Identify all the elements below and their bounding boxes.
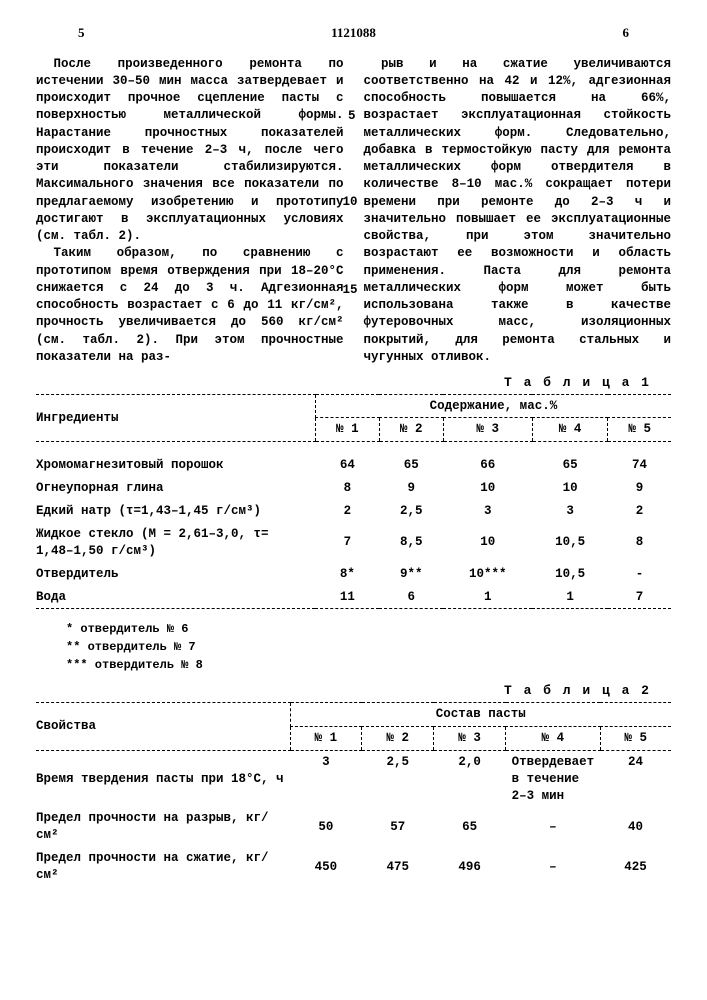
t1-hdr-ingredients: Ингредиенты [36,394,315,442]
t1-col-4: № 4 [532,418,608,442]
t1-col-2: № 2 [379,418,443,442]
table-row: Хромомагнезитовый порошок 64 65 66 65 74 [36,454,671,477]
line-num-5: 5 [348,108,356,125]
left-col-para-2: Таким образом, по сравнению с прототипом… [36,245,344,366]
t2-col-4: № 4 [506,726,601,750]
page-num-left: 5 [78,24,85,42]
t1-hdr-content: Содержание, мас.% [315,394,671,418]
t2-col-2: № 2 [362,726,434,750]
right-col-para-1: рыв и на сжатие увеличиваются соответств… [364,56,672,367]
table2-caption: Т а б л и ц а 2 [36,682,651,700]
t1-col-5: № 5 [608,418,671,442]
table-1: Ингредиенты Содержание, мас.% № 1 № 2 № … [36,394,671,611]
table-row: Предел прочности на разрыв, кг/см² 50 57… [36,807,671,847]
t2-col-3: № 3 [434,726,506,750]
line-num-10: 10 [342,194,357,211]
page-num-right: 6 [623,24,630,42]
table-row: Жидкое стекло (M = 2,61–3,0, τ= 1,48–1,5… [36,523,671,563]
table1-caption: Т а б л и ц а 1 [36,374,651,392]
footnote-1: * отвердитель № 6 [66,620,671,638]
document-id: 1121088 [331,24,376,42]
table-row: Отвердитель 8* 9** 10*** 10,5 - [36,563,671,586]
footnote-2: ** отвердитель № 7 [66,638,671,656]
table-row: Огнеупорная глина 8 9 10 10 9 [36,477,671,500]
line-num-15: 15 [342,282,357,299]
t2-hdr-props: Свойства [36,703,290,751]
footnote-3: *** отвердитель № 8 [66,656,671,674]
t1-col-3: № 3 [443,418,532,442]
t1-col-1: № 1 [315,418,379,442]
table-row: Время твердения пасты при 18°С, ч 3 2,5 … [36,750,671,807]
body-columns: После произведенного ремонта по истечени… [36,56,671,367]
right-column: рыв и на сжатие увеличиваются соответств… [364,56,672,367]
left-column: После произведенного ремонта по истечени… [36,56,344,367]
t2-col-1: № 1 [290,726,362,750]
table-row: Едкий натр (τ=1,43–1,45 г/см³) 2 2,5 3 3… [36,500,671,523]
table-row: Вода 11 6 1 1 7 [36,586,671,609]
t2-hdr-content: Состав пасты [290,703,671,727]
table-row: Предел прочности на сжатие, кг/см² 450 4… [36,847,671,887]
page-header: 5 1121088 6 [36,24,671,42]
footnotes: * отвердитель № 6 ** отвердитель № 7 ***… [66,620,671,674]
left-col-para-1: После произведенного ремонта по истечени… [36,56,344,246]
table-2: Свойства Состав пасты № 1 № 2 № 3 № 4 № … [36,702,671,887]
t2-col-5: № 5 [600,726,671,750]
